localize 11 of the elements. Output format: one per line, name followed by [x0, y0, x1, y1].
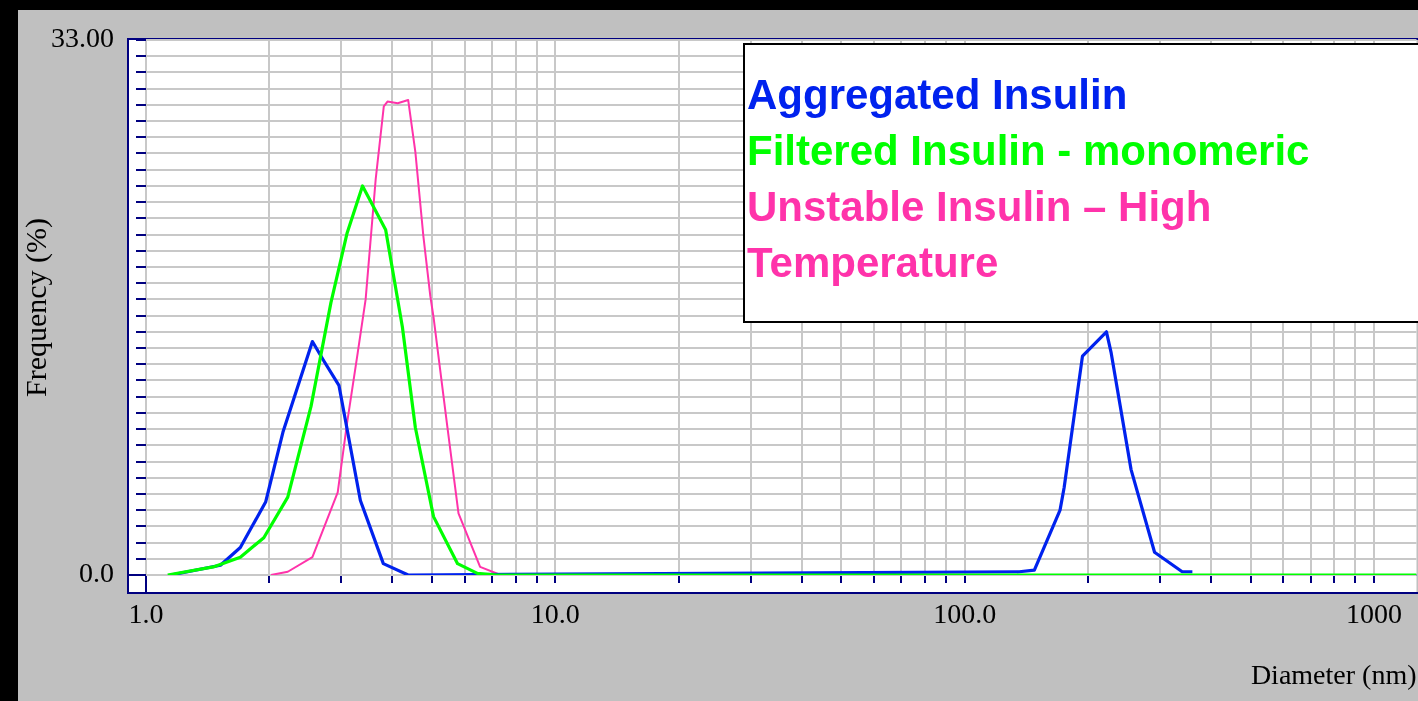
x-tick-label: 100.0: [933, 598, 997, 630]
x-tick-label: 10.0: [530, 598, 580, 630]
text: Filtered Insulin - monomeric: [747, 126, 1311, 176]
y-tick-label: 0.0: [79, 557, 114, 589]
text: Unstable Insulin – High Temperature: [747, 182, 1213, 288]
x-axis-title: Diameter (nm): [1250, 658, 1417, 690]
x-tick-label: 1000: [1346, 598, 1402, 630]
y-axis-title: Frequency (%): [18, 217, 53, 398]
x-tick-label: 1.0: [128, 598, 164, 630]
y-tick-label: 33.00: [51, 22, 114, 54]
text: Aggregated Insulin: [747, 70, 1129, 120]
